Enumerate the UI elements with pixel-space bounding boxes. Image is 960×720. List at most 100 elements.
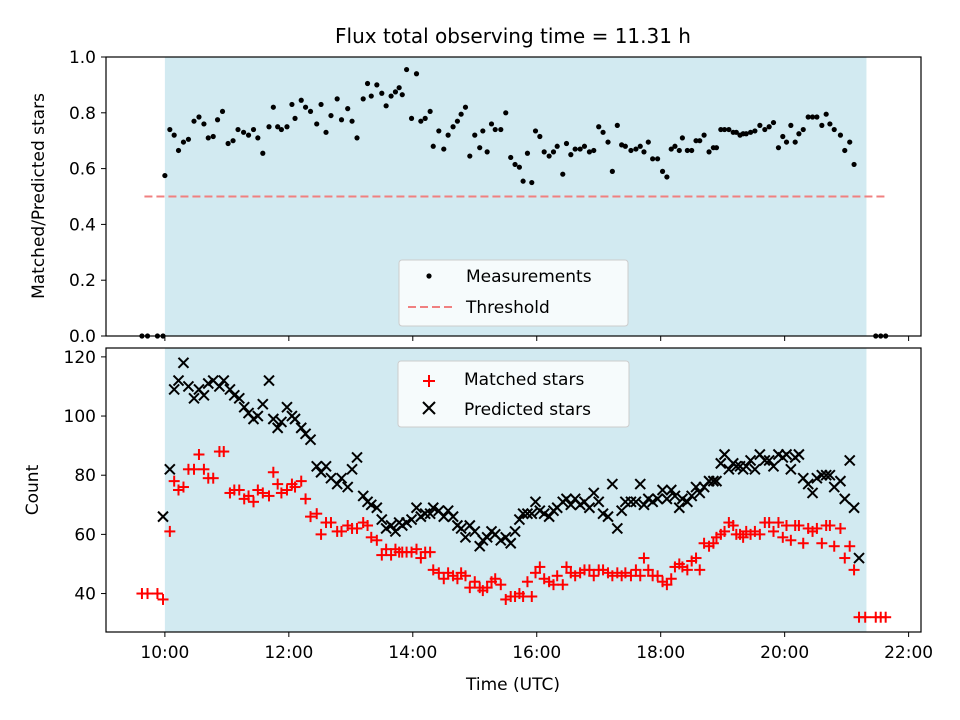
measurement-point <box>605 139 611 145</box>
predicted-star-point <box>685 490 698 502</box>
measurement-point <box>289 101 295 108</box>
top-axes-frame <box>105 56 922 337</box>
predicted-star-point <box>656 484 669 496</box>
top-y-tick-label: 1.0 <box>69 48 96 68</box>
matched-star-point <box>451 573 463 585</box>
measurement-point <box>697 138 703 144</box>
measurement-point <box>819 122 825 128</box>
predicted-star-point <box>342 481 354 493</box>
matched-star-point <box>530 567 542 579</box>
measurement-point <box>345 106 351 112</box>
predicted-star-point <box>182 380 195 393</box>
predicted-star-point <box>565 499 577 511</box>
predicted-star-point <box>357 490 369 502</box>
measurement-point <box>318 101 324 108</box>
x-tick-label: 16:00 <box>512 643 561 663</box>
predicted-star-point <box>651 493 664 505</box>
measurement-point <box>162 172 168 179</box>
measurement-point <box>196 114 202 120</box>
bottom-y-axis-label: Count <box>23 464 43 515</box>
measurement-point <box>396 85 402 91</box>
measurement-point <box>413 71 420 77</box>
measurement-point <box>235 126 241 133</box>
measurement-point <box>467 153 473 159</box>
matched-star-point <box>464 582 476 594</box>
matched-star-point <box>336 525 348 537</box>
bottom-y-tick-label: 60 <box>74 525 96 545</box>
measurement-point <box>831 126 837 133</box>
measurement-point <box>851 161 857 168</box>
matched-star-point <box>839 552 851 564</box>
top-y-tick-label: 0.6 <box>69 160 96 180</box>
measurement-point <box>210 133 216 140</box>
measurement-point <box>713 145 720 151</box>
matched-star-point <box>415 552 427 564</box>
measurement-point <box>408 115 415 121</box>
predicted-star-point <box>615 505 628 517</box>
measurement-point <box>334 96 340 102</box>
measurement-point <box>743 131 749 137</box>
measurement-point <box>323 129 329 135</box>
measurement-point <box>805 114 811 120</box>
measurement-point <box>383 103 389 109</box>
predicted-star-point <box>588 487 600 499</box>
matched-star-point <box>289 481 301 493</box>
measurement-point <box>270 104 276 110</box>
measurement-point <box>175 147 182 154</box>
measurement-point <box>302 104 309 110</box>
predicted-star-point <box>405 513 418 526</box>
measurement-point <box>581 143 588 149</box>
predicted-star-point <box>257 398 269 410</box>
measurement-point <box>477 145 483 151</box>
predicted-star-point <box>157 510 169 523</box>
predicted-star-point <box>802 478 814 490</box>
predicted-star-point <box>474 540 486 552</box>
predicted-star-point <box>177 357 190 369</box>
predicted-star-point <box>767 460 780 473</box>
predicted-star-point <box>371 502 383 514</box>
measurement-point <box>484 149 490 155</box>
predicted-star-point <box>267 413 280 425</box>
matched-star-point <box>828 540 840 552</box>
predicted-star-point <box>848 502 860 514</box>
matched-star-point <box>281 484 293 496</box>
matched-star-point <box>824 520 836 531</box>
matched-star-point <box>481 582 493 594</box>
measurement-point <box>275 124 281 130</box>
predicted-star-point <box>427 502 439 514</box>
x-tick-label: 10:00 <box>140 643 189 663</box>
matched-star-point <box>433 567 445 579</box>
measurement-point <box>827 121 833 127</box>
matched-star-point <box>376 549 388 561</box>
matched-star-point <box>275 487 287 499</box>
measurement-point <box>205 135 211 141</box>
predicted-star-point <box>410 502 423 514</box>
bottom-y-tick-label: 100 <box>64 407 96 427</box>
measurement-point <box>847 139 853 145</box>
measurement-point <box>260 150 266 156</box>
measurement-point <box>498 126 504 133</box>
measurement-point <box>800 126 806 133</box>
predicted-star-point <box>715 457 727 470</box>
top-y-tick-label: 0.0 <box>69 327 96 347</box>
predicted-star-point <box>834 475 847 487</box>
measurement-point <box>374 82 380 88</box>
bottom-legend-box <box>397 360 630 428</box>
measurement-point <box>201 121 207 127</box>
predicted-star-point <box>529 496 542 508</box>
measurement-point <box>388 93 394 99</box>
matched-star-point <box>427 564 439 576</box>
predicted-star-point <box>793 448 805 461</box>
bottom-panel: 40 60 80 100 120 10:00 12:00 14:00 16:00 18:00 20… <box>23 347 933 695</box>
measurement-point <box>726 126 732 133</box>
predicted-star-point <box>481 531 493 544</box>
matched-star-point <box>694 564 706 576</box>
predicted-star-point <box>263 374 275 387</box>
measurement-point <box>600 129 606 135</box>
matched-star-point <box>811 522 823 534</box>
measurement-point <box>837 132 844 138</box>
bottom-x-ticks: 10:00 12:00 14:00 16:00 18:00 20:00 22:00 <box>140 632 933 663</box>
top-panel: 0.0 0.2 0.4 0.6 0.8 1.0 Matched/Predicted sta… <box>29 48 922 347</box>
measurement-point <box>250 126 257 133</box>
measurement-point <box>524 150 531 156</box>
